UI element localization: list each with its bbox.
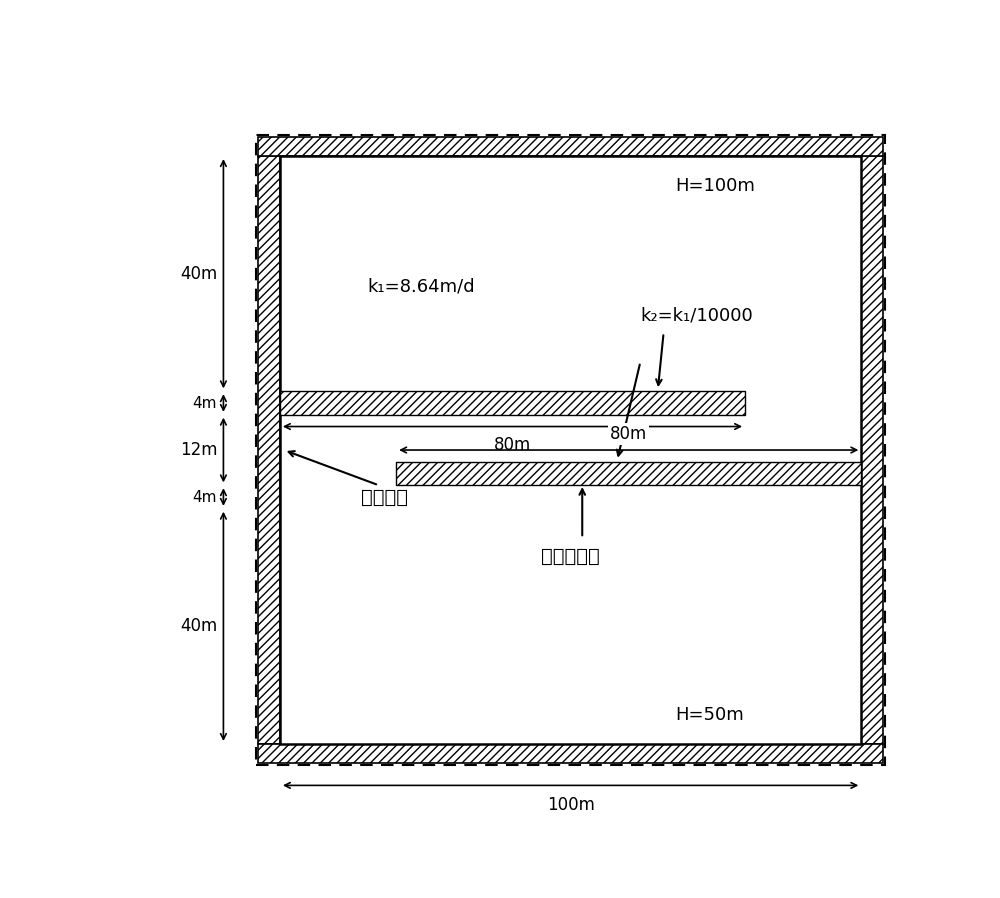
Text: 40m: 40m [180, 617, 217, 636]
Bar [256, 135, 885, 765]
Text: 4m: 4m [193, 489, 217, 505]
Bar [861, 156, 883, 744]
Text: H=50m: H=50m [675, 707, 744, 725]
Text: 12m: 12m [180, 441, 217, 459]
Text: 弱透水区域: 弱透水区域 [541, 547, 600, 566]
Bar [258, 136, 883, 156]
Bar [280, 156, 861, 744]
Text: 40m: 40m [180, 265, 217, 283]
Text: k₁=8.64m/d: k₁=8.64m/d [367, 277, 475, 295]
Text: H=100m: H=100m [675, 178, 755, 196]
Text: 隔水边界: 隔水边界 [361, 488, 408, 507]
Text: k₂=k₁/10000: k₂=k₁/10000 [640, 307, 753, 325]
Text: 100m: 100m [547, 797, 595, 814]
Bar [396, 462, 861, 485]
Text: 4m: 4m [193, 395, 217, 410]
Bar [280, 392, 745, 415]
Bar [258, 744, 883, 763]
Bar [258, 156, 280, 744]
Text: 80m: 80m [494, 436, 531, 453]
Text: 80m: 80m [610, 425, 647, 443]
